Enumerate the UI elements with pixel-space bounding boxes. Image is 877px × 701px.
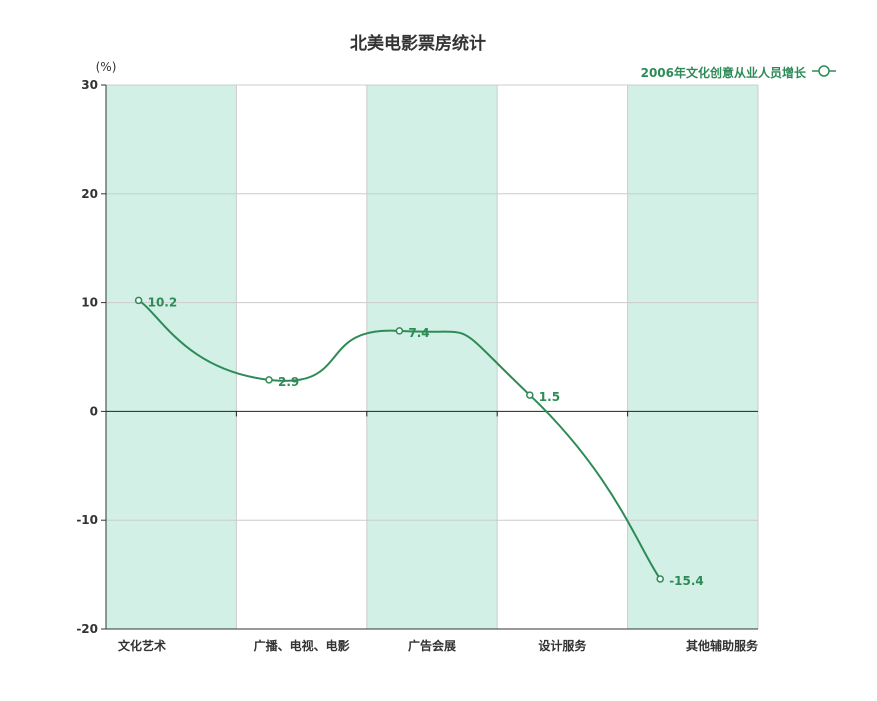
x-tick-label: 其他辅助服务 (686, 638, 759, 653)
legend-marker-icon (818, 65, 830, 77)
x-tick-label: 广告会展 (408, 638, 456, 653)
category-band (106, 85, 237, 629)
data-label: 1.5 (539, 390, 560, 404)
category-band (627, 85, 758, 629)
data-labels: 10.2 2.9 7.4 1.5 -15.4 (148, 295, 704, 588)
data-label: 7.4 (408, 326, 429, 340)
y-tick-label: 30 (81, 78, 98, 92)
y-axis-unit: (%) (96, 60, 117, 74)
chart-title: 北美电影票房统计 (350, 33, 486, 54)
data-point (134, 296, 143, 305)
data-label: 10.2 (148, 295, 178, 309)
x-tick-label: 广播、电视、电影 (254, 638, 350, 653)
legend[interactable]: 2006年文化创意从业人员增长 (641, 65, 836, 80)
y-tick-label: 0 (90, 404, 98, 418)
x-tick-label: 设计服务 (538, 638, 587, 653)
data-points (134, 296, 664, 583)
x-axis-ticks: 文化艺术 广播、电视、电影 广告会展 设计服务 其他辅助服务 (118, 638, 759, 653)
y-tick-label: -10 (76, 513, 98, 527)
category-band (366, 85, 498, 629)
data-point (526, 391, 534, 399)
y-tick-label: -20 (76, 622, 98, 636)
data-label: 2.9 (278, 375, 299, 389)
data-point (265, 376, 273, 384)
legend-label[interactable]: 2006年文化创意从业人员增长 (641, 65, 807, 80)
data-point (395, 327, 404, 335)
data-point (656, 575, 664, 583)
y-tick-label: 20 (81, 187, 98, 201)
y-axis-ticks: -20 -10 0 10 20 30 (76, 78, 106, 636)
alternating-bands (106, 85, 758, 629)
axes (105, 85, 758, 630)
data-label: -15.4 (669, 574, 704, 588)
y-tick-label: 10 (81, 296, 98, 310)
x-tick-label: 文化艺术 (118, 638, 166, 653)
